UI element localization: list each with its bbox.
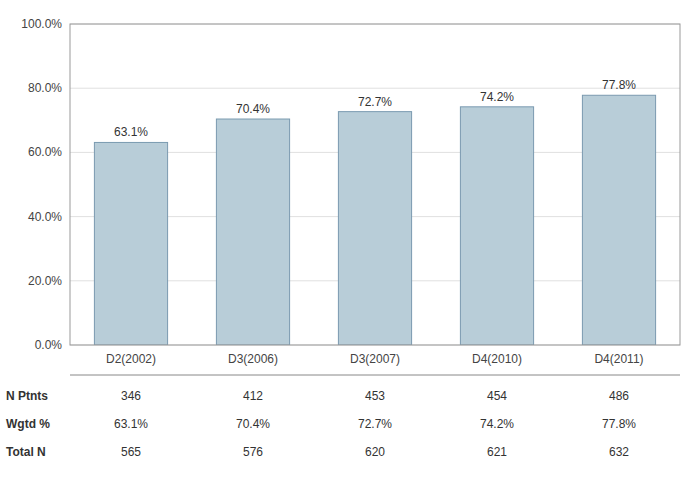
x-tick-label: D2(2002) [106, 352, 156, 366]
table-row-label: Total N [6, 445, 46, 459]
table-cell: 72.7% [358, 417, 392, 431]
table-cell: 412 [243, 389, 263, 403]
data-label: 72.7% [358, 95, 392, 109]
table-row-label: Wgtd % [6, 417, 50, 431]
x-ticks: D2(2002) D3(2006) D3(2007) D4(2010) D4(2011) [106, 352, 644, 366]
plot-frame [70, 24, 680, 345]
table-cell: 454 [487, 389, 507, 403]
bar [338, 112, 411, 345]
table-cell: 70.4% [236, 417, 270, 431]
y-tick-label: 0.0% [35, 338, 63, 352]
table-row-label: N Ptnts [6, 389, 48, 403]
table-cell: 486 [609, 389, 629, 403]
table-cell: 77.8% [602, 417, 636, 431]
table-cell: 632 [609, 445, 629, 459]
bar [216, 119, 289, 345]
bars [94, 95, 655, 345]
x-tick-label: D3(2007) [350, 352, 400, 366]
x-tick-label: D4(2010) [472, 352, 522, 366]
y-tick-label: 40.0% [28, 210, 62, 224]
y-tick-label: 100.0% [21, 17, 62, 31]
data-label: 70.4% [236, 102, 270, 116]
separator [70, 375, 680, 376]
table-cell: 576 [243, 445, 263, 459]
bar [582, 95, 655, 345]
grid [70, 24, 680, 345]
table-cell: 620 [365, 445, 385, 459]
bar [460, 107, 533, 345]
table-cell: 565 [121, 445, 141, 459]
data-label: 74.2% [480, 90, 514, 104]
chart: 0.0% 20.0% 40.0% 60.0% 80.0% 100.0% 63.1% 70.4%… [0, 0, 700, 500]
x-tick-label: D4(2011) [594, 352, 643, 366]
table-cell: 63.1% [114, 417, 148, 431]
table-cell: 621 [487, 445, 507, 459]
y-tick-label: 60.0% [28, 145, 62, 159]
y-tick-label: 20.0% [28, 274, 62, 288]
table-cell: 453 [365, 389, 385, 403]
x-tick-label: D3(2006) [228, 352, 278, 366]
y-ticks: 0.0% 20.0% 40.0% 60.0% 80.0% 100.0% [21, 17, 62, 352]
table-cell: 74.2% [480, 417, 514, 431]
data-label: 63.1% [114, 125, 148, 139]
grid-line [70, 88, 680, 89]
table: N Ptnts 346 412 453 454 486 Wgtd % 63.1% 70.4% 72… [6, 389, 636, 459]
data-labels: 63.1% 70.4% 72.7% 74.2% 77.8% [114, 78, 636, 139]
y-tick-label: 80.0% [28, 81, 62, 95]
bar [94, 142, 167, 345]
data-label: 77.8% [602, 78, 636, 92]
table-cell: 346 [121, 389, 141, 403]
